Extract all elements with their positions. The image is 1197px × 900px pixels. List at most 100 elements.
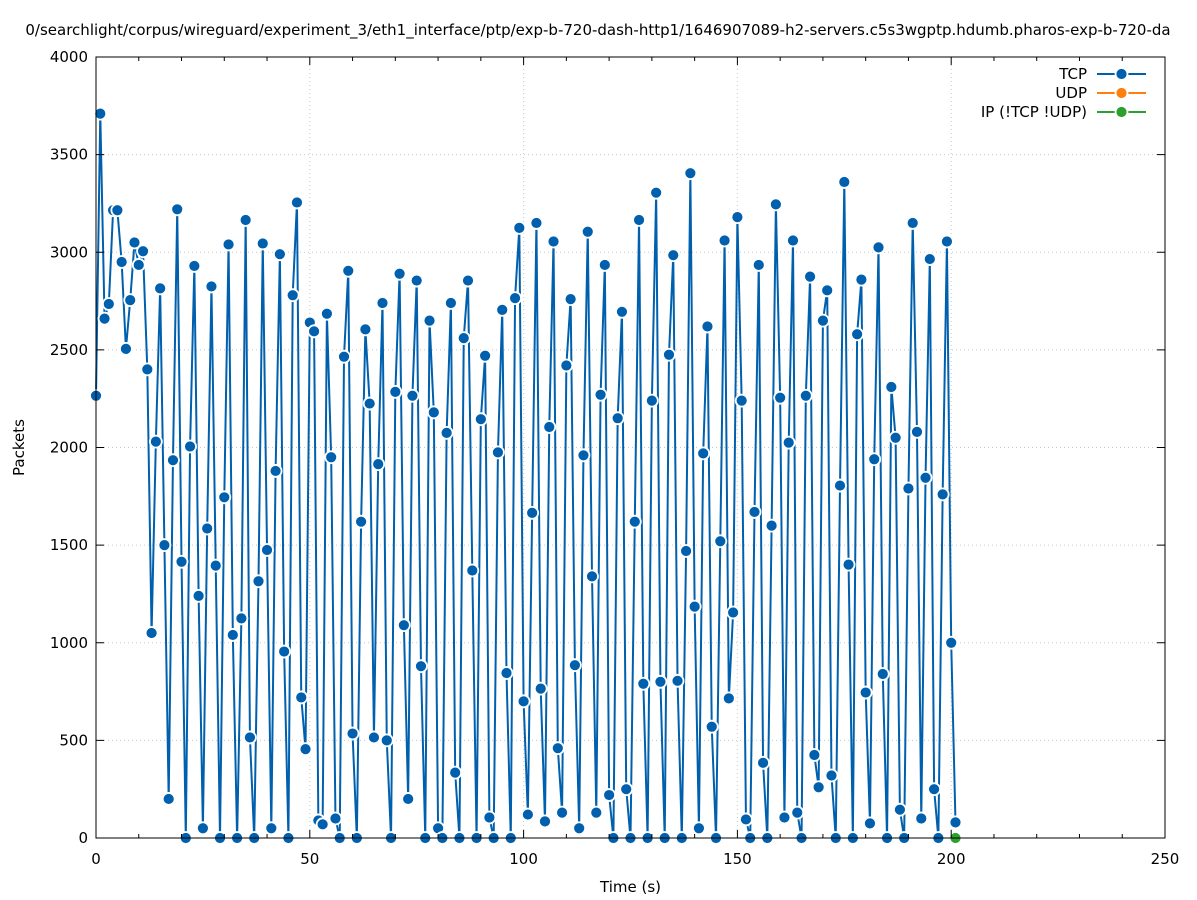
data-point xyxy=(918,470,933,485)
data-point xyxy=(670,673,685,688)
x-tick-label: 50 xyxy=(300,850,319,868)
data-point xyxy=(871,240,886,255)
data-point xyxy=(914,811,929,826)
data-point xyxy=(243,730,257,745)
data-point xyxy=(777,810,792,825)
data-point xyxy=(884,380,899,394)
data-point xyxy=(268,464,283,478)
data-point xyxy=(905,216,920,230)
data-point xyxy=(131,258,146,272)
data-point xyxy=(388,384,403,399)
data-point xyxy=(354,514,369,529)
data-point xyxy=(713,534,728,549)
data-point xyxy=(422,313,437,328)
x-tick-label: 100 xyxy=(509,850,538,868)
data-point xyxy=(649,185,664,200)
data-point xyxy=(768,197,783,212)
data-point xyxy=(854,272,869,287)
y-tick-label: 1000 xyxy=(50,634,88,652)
data-point xyxy=(307,324,321,339)
chart-title: 0/searchlight/corpus/wireguard/experimen… xyxy=(25,21,1170,40)
data-point xyxy=(619,782,634,797)
data-point xyxy=(328,811,343,826)
data-point xyxy=(636,676,651,691)
data-point xyxy=(644,393,659,408)
data-point xyxy=(807,748,822,762)
data-point xyxy=(568,658,582,673)
data-point xyxy=(944,635,959,650)
data-point xyxy=(747,505,762,519)
data-point xyxy=(277,644,292,659)
data-point xyxy=(508,291,522,306)
data-point xyxy=(786,233,800,248)
data-point xyxy=(781,435,796,450)
data-point xyxy=(375,296,390,310)
data-point xyxy=(409,273,424,288)
data-point xyxy=(110,203,125,218)
data-point xyxy=(833,478,847,493)
axis-ticks: 0 50 100 150 200 2500500100015002000250030003… xyxy=(50,48,1180,868)
legend-label: IP (!TCP !UDP) xyxy=(981,103,1087,121)
data-point xyxy=(315,817,330,832)
data-point xyxy=(948,815,963,830)
data-point xyxy=(597,258,612,272)
data-point xyxy=(123,293,138,307)
data-point xyxy=(264,821,279,836)
legend-label: TCP xyxy=(1058,65,1087,83)
data-point xyxy=(940,234,954,249)
data-point xyxy=(888,430,903,445)
data-point xyxy=(927,782,941,797)
data-point xyxy=(499,666,514,680)
data-point xyxy=(204,279,219,294)
data-point xyxy=(191,588,206,603)
data-point xyxy=(195,821,210,836)
data-point xyxy=(516,694,531,709)
data-point xyxy=(482,810,497,825)
data-point xyxy=(448,765,463,780)
data-point xyxy=(187,259,202,273)
data-point xyxy=(687,599,702,614)
data-point xyxy=(157,538,172,553)
legend-entry-ip-tcp-udp: IP (!TCP !UDP) xyxy=(981,103,1146,121)
data-point xyxy=(319,306,334,321)
data-point xyxy=(208,558,223,573)
data-point xyxy=(546,234,561,249)
data-point xyxy=(525,506,540,520)
data-point xyxy=(491,445,505,460)
data-point xyxy=(520,807,535,822)
data-point xyxy=(632,213,646,227)
data-point xyxy=(563,292,578,307)
legend-entry-udp: UDP xyxy=(1055,84,1146,102)
data-point xyxy=(602,788,617,802)
data-point xyxy=(358,322,373,337)
data-point xyxy=(97,311,112,326)
data-point xyxy=(816,313,830,328)
data-point xyxy=(392,266,407,281)
x-tick-label: 150 xyxy=(723,850,752,868)
data-point xyxy=(935,487,950,502)
data-point xyxy=(362,396,377,411)
data-point xyxy=(559,358,574,373)
data-point xyxy=(114,255,129,269)
data-point xyxy=(555,805,569,820)
data-point xyxy=(824,768,839,783)
data-point xyxy=(512,220,527,235)
data-point xyxy=(721,691,736,706)
data-point xyxy=(704,719,719,734)
data-point xyxy=(473,412,488,427)
data-point xyxy=(585,569,599,584)
data-point xyxy=(593,387,608,402)
data-point xyxy=(200,521,215,536)
data-point xyxy=(730,210,745,225)
data-point xyxy=(858,685,873,700)
data-point xyxy=(405,388,420,403)
data-point xyxy=(478,348,493,363)
data-point xyxy=(751,258,766,272)
y-tick-label: 3500 xyxy=(50,146,88,164)
legend-entry-tcp: TCP xyxy=(1058,65,1146,83)
data-point xyxy=(290,195,304,210)
y-axis-label: Packets xyxy=(10,419,28,476)
data-point xyxy=(379,733,394,748)
series-tcp xyxy=(89,106,963,845)
data-point xyxy=(922,252,937,266)
